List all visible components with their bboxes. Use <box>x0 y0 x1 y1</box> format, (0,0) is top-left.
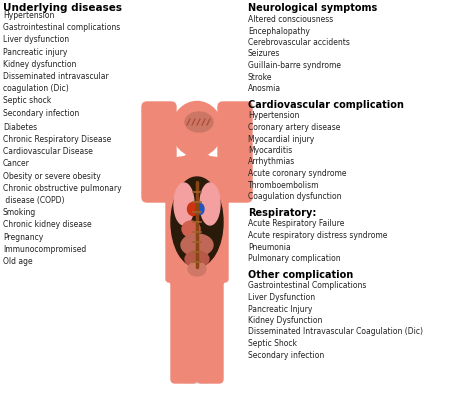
Text: Immunocompromised: Immunocompromised <box>3 245 86 254</box>
Text: Septic shock: Septic shock <box>3 96 51 105</box>
Ellipse shape <box>182 221 200 237</box>
Ellipse shape <box>200 183 220 225</box>
Text: Gastrointestinal Complications: Gastrointestinal Complications <box>248 281 366 291</box>
Text: Kidney Dysfunction: Kidney Dysfunction <box>248 316 322 325</box>
Text: Secondary infection: Secondary infection <box>248 351 324 360</box>
Text: Cerebrovascular accidents: Cerebrovascular accidents <box>248 38 350 47</box>
Text: Seizures: Seizures <box>248 50 281 58</box>
Text: Pancreatic Injury: Pancreatic Injury <box>248 304 312 314</box>
Text: Coagulation dysfunction: Coagulation dysfunction <box>248 192 341 201</box>
Text: coagulation (Dic): coagulation (Dic) <box>3 84 69 93</box>
Text: Acute Respiratory Failure: Acute Respiratory Failure <box>248 220 345 229</box>
Text: Guillain-barre syndrome: Guillain-barre syndrome <box>248 61 341 70</box>
Text: Myocarditis: Myocarditis <box>248 146 292 155</box>
Text: Altered consciousness: Altered consciousness <box>248 15 333 24</box>
Text: Stroke: Stroke <box>248 73 273 81</box>
Text: Hypertension: Hypertension <box>3 11 55 20</box>
Text: Chronic Respiratory Disease: Chronic Respiratory Disease <box>3 135 111 144</box>
Text: Thromboembolism: Thromboembolism <box>248 181 319 189</box>
Ellipse shape <box>196 204 204 214</box>
Text: Encephalopathy: Encephalopathy <box>248 27 310 35</box>
Text: Gastrointestinal complications: Gastrointestinal complications <box>3 23 120 32</box>
Text: Hypertension: Hypertension <box>248 112 300 121</box>
Text: Respiratory:: Respiratory: <box>248 208 316 218</box>
Ellipse shape <box>185 112 213 132</box>
FancyBboxPatch shape <box>171 275 197 383</box>
Text: Anosmia: Anosmia <box>248 84 281 93</box>
Text: Acute respiratory distress syndrome: Acute respiratory distress syndrome <box>248 231 387 240</box>
Text: Pneumonia: Pneumonia <box>248 243 291 252</box>
Ellipse shape <box>174 183 194 225</box>
Text: Pulmonary complication: Pulmonary complication <box>248 254 341 263</box>
Text: Liver Dysfunction: Liver Dysfunction <box>248 293 315 302</box>
Text: Septic Shock: Septic Shock <box>248 339 297 348</box>
Text: Arrhythmias: Arrhythmias <box>248 158 295 166</box>
Text: Acute coronary syndrome: Acute coronary syndrome <box>248 169 346 178</box>
Text: Coronary artery disease: Coronary artery disease <box>248 123 340 132</box>
Text: Pancreatic injury: Pancreatic injury <box>3 48 67 57</box>
FancyBboxPatch shape <box>166 176 228 282</box>
Text: Cancer: Cancer <box>3 160 30 168</box>
Text: Smoking: Smoking <box>3 208 36 217</box>
Text: Secondary infection: Secondary infection <box>3 109 79 118</box>
Text: Disseminated Intravascular Coagulation (Dic): Disseminated Intravascular Coagulation (… <box>248 328 423 337</box>
Text: Myocardial injury: Myocardial injury <box>248 135 314 143</box>
Text: Disseminated intravascular: Disseminated intravascular <box>3 72 109 81</box>
Ellipse shape <box>171 177 223 267</box>
FancyBboxPatch shape <box>218 102 252 202</box>
Text: disease (COPD): disease (COPD) <box>3 196 64 205</box>
FancyBboxPatch shape <box>142 102 176 202</box>
Text: Pregnancy: Pregnancy <box>3 233 43 242</box>
FancyBboxPatch shape <box>197 275 223 383</box>
Ellipse shape <box>188 262 206 276</box>
Text: Underlying diseases: Underlying diseases <box>3 3 122 13</box>
Ellipse shape <box>172 102 222 156</box>
Text: Old age: Old age <box>3 257 33 266</box>
Text: Cardiovascular complication: Cardiovascular complication <box>248 100 404 110</box>
Text: Obesity or severe obesity: Obesity or severe obesity <box>3 172 101 181</box>
Text: Neurological symptoms: Neurological symptoms <box>248 3 377 13</box>
Text: Diabetes: Diabetes <box>3 123 37 132</box>
Ellipse shape <box>181 234 213 256</box>
Text: Chronic kidney disease: Chronic kidney disease <box>3 220 91 229</box>
Text: Chronic obstructive pulmonary: Chronic obstructive pulmonary <box>3 184 122 193</box>
Text: Other complication: Other complication <box>248 270 353 279</box>
Ellipse shape <box>185 251 209 267</box>
Ellipse shape <box>175 375 219 383</box>
Ellipse shape <box>188 202 199 216</box>
Text: Kidney dysfunction: Kidney dysfunction <box>3 60 76 69</box>
Text: Liver dysfunction: Liver dysfunction <box>3 35 69 44</box>
Text: Cardiovascular Disease: Cardiovascular Disease <box>3 147 93 156</box>
Ellipse shape <box>159 156 235 178</box>
Ellipse shape <box>169 267 225 291</box>
FancyBboxPatch shape <box>185 155 209 181</box>
